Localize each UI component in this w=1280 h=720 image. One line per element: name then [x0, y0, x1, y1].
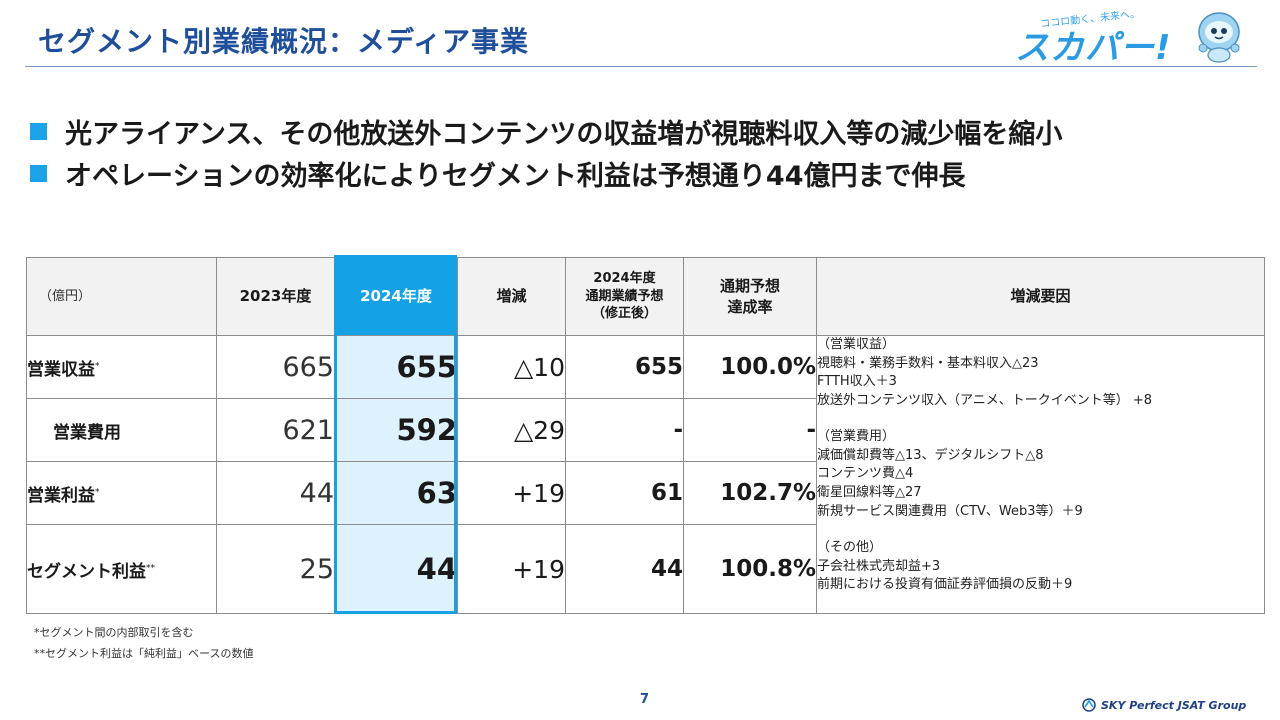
footnote-mark: *	[95, 360, 100, 371]
table-row: 営業費用 621 592 △29 - -	[26, 398, 1265, 462]
factor-line: 前期における投資有価証券評価損の反動＋9	[817, 577, 1073, 593]
cell-forecast: 61	[565, 461, 684, 525]
table-header-row: （億円） 2023年度 2024年度 増減 2024年度 通期業績予想 （修正後…	[26, 257, 1265, 336]
table-row: 営業利益* 44 63 +19 61 102.7%	[26, 461, 1265, 525]
cell-forecast: 655	[565, 335, 684, 399]
row-label: 営業収益*	[26, 335, 217, 399]
bullet-square-icon	[30, 164, 47, 182]
company-logo: SKY Perfect JSAT Group	[1082, 698, 1246, 712]
factor-line: 子会社株式売却益+3	[817, 558, 941, 574]
col-header-achievement-rate: 通期予想 達成率	[683, 257, 817, 336]
bullet-square-icon	[30, 122, 47, 140]
company-mark-icon	[1082, 698, 1096, 712]
change-factors-cell: （営業収益） 視聴料・業務手数料・基本料収入△23 FTTH収入＋3 放送外コン…	[816, 335, 1265, 614]
cell-fy2024: 63	[334, 461, 458, 525]
factor-line: 新規サービス関連費用（CTV、Web3等）＋9	[817, 503, 1083, 519]
cell-change: △29	[457, 398, 566, 462]
mascot-icon	[1198, 12, 1240, 63]
col-header-fy2024: 2024年度	[334, 257, 458, 336]
factor-line: FTTH収入＋3	[817, 374, 897, 390]
table-row: 営業収益* 665 655 △10 655 100.0% （営業収益） 視聴料・…	[26, 335, 1265, 614]
factor-line: （その他）	[817, 540, 883, 556]
cell-rate: 102.7%	[683, 461, 817, 525]
cell-rate: 100.0%	[683, 335, 817, 399]
unit-label: （億円）	[26, 257, 217, 336]
factor-line: 視聴料・業務手数料・基本料収入△23	[817, 355, 1039, 371]
page-number: 7	[640, 692, 650, 707]
footnote-mark: *	[95, 486, 100, 497]
segment-results-table: （億円） 2023年度 2024年度 増減 2024年度 通期業績予想 （修正後…	[26, 257, 1265, 614]
factor-line: 衛星回線料等△27	[817, 485, 922, 501]
row-label: セグメント利益**	[26, 524, 217, 614]
factor-line	[817, 521, 1264, 539]
page-title: セグメント別業績概況：メディア事業	[38, 25, 530, 58]
table-row: セグメント利益** 25 44 +19 44 100.8%	[26, 524, 1265, 614]
forecast-header-line: 通期業績予想	[585, 288, 664, 304]
footnote: *セグメント間の内部取引を含む	[34, 626, 194, 639]
title-divider	[25, 66, 1257, 67]
rate-header-line: 達成率	[727, 297, 773, 316]
cell-fy2023: 665	[216, 335, 335, 399]
forecast-header-line: （修正後）	[591, 306, 657, 322]
cell-rate: -	[683, 398, 817, 462]
logo-text: スカパー!	[1015, 28, 1172, 68]
bullet-item: オペレーションの効率化によりセグメント利益は予想通り44億円まで伸長	[30, 154, 1062, 192]
col-header-fy2023: 2023年度	[216, 257, 335, 336]
bullet-item: 光アライアンス、その他放送外コンテンツの収益増が視聴料収入等の減少幅を縮小	[30, 112, 1062, 150]
footnote-mark: **	[146, 562, 155, 573]
factor-line: （営業費用）	[817, 429, 896, 445]
cell-forecast: -	[565, 398, 684, 462]
cell-fy2024: 592	[334, 398, 458, 462]
row-label: 営業利益*	[26, 461, 217, 525]
col-header-forecast: 2024年度 通期業績予想 （修正後）	[565, 257, 684, 336]
factor-line: 放送外コンテンツ収入（アニメ、トークイベント等） +8	[817, 392, 1153, 408]
rate-header-line: 通期予想	[719, 277, 780, 296]
key-points: 光アライアンス、その他放送外コンテンツの収益増が視聴料収入等の減少幅を縮小 オペ…	[30, 112, 1062, 196]
bullet-text: オペレーションの効率化によりセグメント利益は予想通り44億円まで伸長	[65, 160, 966, 192]
factor-line: （営業収益）	[817, 337, 896, 352]
cell-fy2023: 25	[216, 524, 335, 614]
company-name: SKY Perfect JSAT Group	[1101, 698, 1247, 712]
col-header-change: 増減	[457, 257, 566, 336]
footnote: **セグメント利益は「純利益」ベースの数値	[34, 647, 254, 660]
footnotes: *セグメント間の内部取引を含む **セグメント利益は「純利益」ベースの数値	[34, 622, 253, 664]
cell-rate: 100.8%	[683, 524, 817, 614]
cell-forecast: 44	[565, 524, 684, 614]
cell-change: +19	[457, 524, 566, 614]
col-header-factors: 増減要因	[816, 257, 1265, 336]
factor-line: コンテンツ費△4	[817, 466, 914, 482]
factor-line: 減価償却費等△13、デジタルシフト△8	[817, 447, 1044, 463]
cell-fy2023: 44	[216, 461, 335, 525]
bullet-text: 光アライアンス、その他放送外コンテンツの収益増が視聴料収入等の減少幅を縮小	[65, 118, 1063, 150]
factor-line	[817, 410, 1264, 428]
cell-fy2023: 621	[216, 398, 335, 462]
cell-change: △10	[457, 335, 566, 399]
cell-fy2024: 655	[334, 335, 458, 399]
row-label: 営業費用	[26, 398, 217, 462]
forecast-header-line: 2024年度	[593, 271, 656, 287]
cell-fy2024: 44	[334, 524, 458, 614]
cell-change: +19	[457, 461, 566, 525]
brand-logo: ココロ動く、未来へ。 スカパー!	[1005, 6, 1270, 68]
